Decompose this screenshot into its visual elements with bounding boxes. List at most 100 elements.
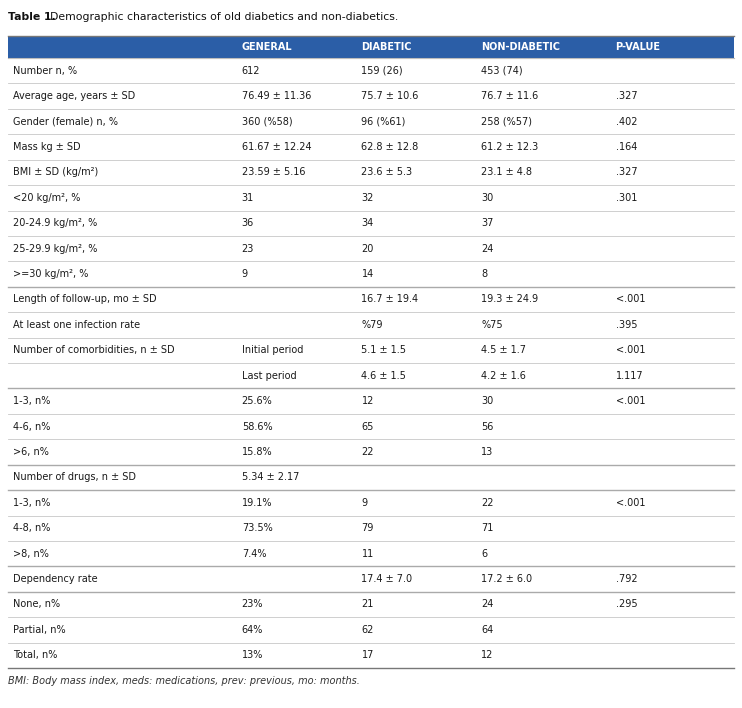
Bar — [8, 515, 734, 541]
Text: 5.1 ± 1.5: 5.1 ± 1.5 — [361, 346, 407, 355]
Text: 8: 8 — [482, 269, 487, 279]
Text: 65: 65 — [361, 421, 374, 432]
Text: Table 1.: Table 1. — [8, 12, 56, 22]
Bar — [8, 338, 734, 363]
Text: 13: 13 — [482, 447, 493, 457]
Text: 75.7 ± 10.6: 75.7 ± 10.6 — [361, 91, 418, 101]
Bar — [8, 160, 734, 185]
Text: 19.1%: 19.1% — [242, 498, 272, 508]
Text: Number of comorbidities, n ± SD: Number of comorbidities, n ± SD — [13, 346, 174, 355]
Bar — [8, 210, 734, 236]
Bar — [8, 84, 734, 109]
Text: 24: 24 — [482, 600, 493, 610]
Bar — [8, 36, 734, 58]
Text: 62: 62 — [361, 625, 374, 635]
Text: 96 (%61): 96 (%61) — [361, 117, 406, 127]
Text: Length of follow-up, mo ± SD: Length of follow-up, mo ± SD — [13, 295, 157, 304]
Text: 58.6%: 58.6% — [242, 421, 272, 432]
Text: Average age, years ± SD: Average age, years ± SD — [13, 91, 135, 101]
Text: 23.6 ± 5.3: 23.6 ± 5.3 — [361, 167, 413, 178]
Text: Mass kg ± SD: Mass kg ± SD — [13, 142, 81, 152]
Text: 612: 612 — [242, 66, 260, 76]
Text: %79: %79 — [361, 320, 383, 330]
Text: 17.2 ± 6.0: 17.2 ± 6.0 — [482, 574, 533, 584]
Bar — [8, 414, 734, 439]
Text: 258 (%57): 258 (%57) — [482, 117, 532, 127]
Text: 4-8, n%: 4-8, n% — [13, 523, 50, 533]
Text: 79: 79 — [361, 523, 374, 533]
Text: 9: 9 — [242, 269, 248, 279]
Text: .164: .164 — [616, 142, 637, 152]
Text: >=30 kg/m², %: >=30 kg/m², % — [13, 269, 88, 279]
Text: 23: 23 — [242, 244, 254, 253]
Text: 17.4 ± 7.0: 17.4 ± 7.0 — [361, 574, 413, 584]
Text: 16.7 ± 19.4: 16.7 ± 19.4 — [361, 295, 418, 304]
Text: 360 (%58): 360 (%58) — [242, 117, 292, 127]
Bar — [8, 312, 734, 338]
Text: 20: 20 — [361, 244, 374, 253]
Text: .402: .402 — [616, 117, 637, 127]
Text: 56: 56 — [482, 421, 493, 432]
Text: 23%: 23% — [242, 600, 263, 610]
Bar — [8, 261, 734, 287]
Bar — [8, 58, 734, 84]
Text: Last period: Last period — [242, 371, 296, 381]
Text: .792: .792 — [616, 574, 637, 584]
Bar — [8, 287, 734, 312]
Text: .327: .327 — [616, 91, 637, 101]
Text: 6: 6 — [482, 549, 487, 559]
Bar — [8, 135, 734, 160]
Text: 4.2 ± 1.6: 4.2 ± 1.6 — [482, 371, 526, 381]
Text: DIABETIC: DIABETIC — [361, 42, 412, 52]
Text: 12: 12 — [482, 650, 493, 661]
Text: <20 kg/m², %: <20 kg/m², % — [13, 193, 80, 202]
Text: .301: .301 — [616, 193, 637, 202]
Text: At least one infection rate: At least one infection rate — [13, 320, 140, 330]
Text: 62.8 ± 12.8: 62.8 ± 12.8 — [361, 142, 418, 152]
Bar — [8, 592, 734, 617]
Text: 159 (26): 159 (26) — [361, 66, 403, 76]
Text: 1.117: 1.117 — [616, 371, 643, 381]
Text: 76.7 ± 11.6: 76.7 ± 11.6 — [482, 91, 539, 101]
Bar — [8, 617, 734, 643]
Text: 21: 21 — [361, 600, 374, 610]
Text: 4.6 ± 1.5: 4.6 ± 1.5 — [361, 371, 407, 381]
Text: 64%: 64% — [242, 625, 263, 635]
Text: 25-29.9 kg/m², %: 25-29.9 kg/m², % — [13, 244, 97, 253]
Text: 61.67 ± 12.24: 61.67 ± 12.24 — [242, 142, 312, 152]
Text: Dependency rate: Dependency rate — [13, 574, 98, 584]
Text: Initial period: Initial period — [242, 346, 303, 355]
Text: Partial, n%: Partial, n% — [13, 625, 65, 635]
Text: 22: 22 — [361, 447, 374, 457]
Text: <.001: <.001 — [616, 295, 645, 304]
Text: 12: 12 — [361, 396, 374, 406]
Text: 64: 64 — [482, 625, 493, 635]
Text: 61.2 ± 12.3: 61.2 ± 12.3 — [482, 142, 539, 152]
Text: <.001: <.001 — [616, 498, 645, 508]
Text: >6, n%: >6, n% — [13, 447, 49, 457]
Text: 9: 9 — [361, 498, 367, 508]
Bar — [8, 185, 734, 210]
Text: 11: 11 — [361, 549, 374, 559]
Text: 30: 30 — [482, 396, 493, 406]
Text: 14: 14 — [361, 269, 374, 279]
Text: 13%: 13% — [242, 650, 263, 661]
Text: Number of drugs, n ± SD: Number of drugs, n ± SD — [13, 472, 136, 482]
Text: .327: .327 — [616, 167, 637, 178]
Text: 17: 17 — [361, 650, 374, 661]
Text: 1-3, n%: 1-3, n% — [13, 396, 50, 406]
Text: 30: 30 — [482, 193, 493, 202]
Text: %75: %75 — [482, 320, 503, 330]
Text: <.001: <.001 — [616, 346, 645, 355]
Text: 31: 31 — [242, 193, 254, 202]
Text: 73.5%: 73.5% — [242, 523, 272, 533]
Text: None, n%: None, n% — [13, 600, 60, 610]
Text: <.001: <.001 — [616, 396, 645, 406]
Text: 1-3, n%: 1-3, n% — [13, 498, 50, 508]
Text: 23.59 ± 5.16: 23.59 ± 5.16 — [242, 167, 305, 178]
Text: Gender (female) n, %: Gender (female) n, % — [13, 117, 118, 127]
Bar — [8, 389, 734, 414]
Text: .395: .395 — [616, 320, 637, 330]
Text: BMI ± SD (kg/m²): BMI ± SD (kg/m²) — [13, 167, 98, 178]
Text: 32: 32 — [361, 193, 374, 202]
